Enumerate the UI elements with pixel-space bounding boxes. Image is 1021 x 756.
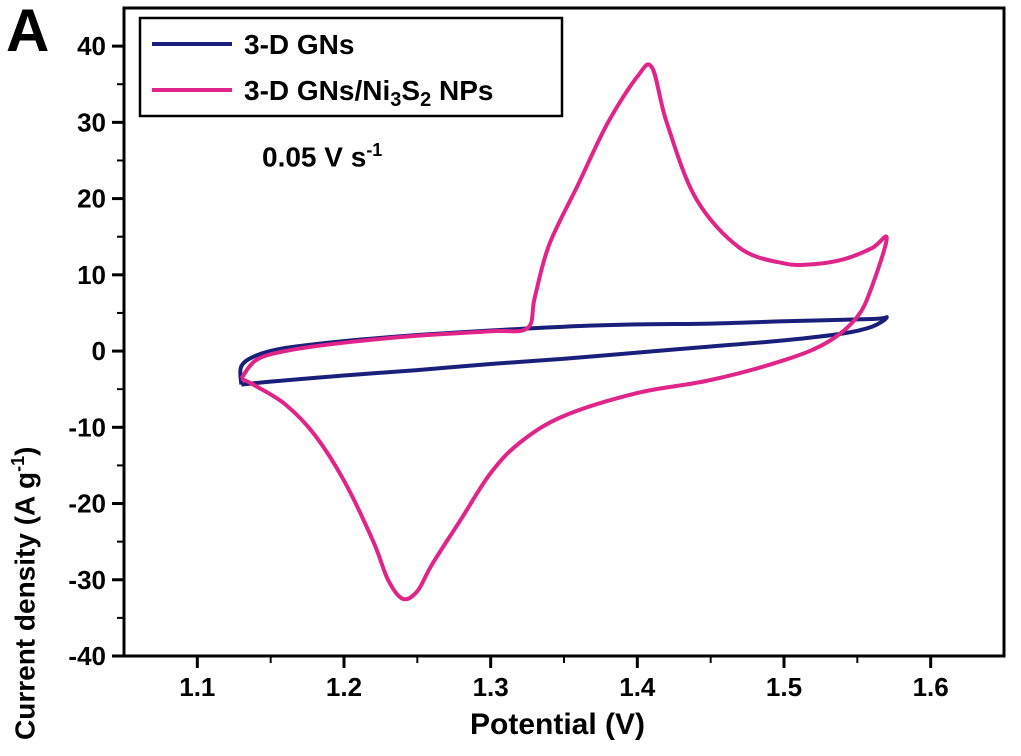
axes-layer: 1.1 1.2 1.3 1.4 1.5 1.6 40 30 20 10 0 -10 -20 -30 -40: [68, 6, 1006, 702]
y-axis-label: Current density (A g-1): [8, 447, 41, 740]
y-tick-label: 40: [77, 31, 106, 61]
x-tick-label: 1.3: [473, 672, 509, 702]
scan-rate-annotation: 0.05 V s-1: [262, 140, 382, 173]
series-3d-gns-ni3s2: [239, 62, 889, 602]
x-tick-label: 1.6: [913, 672, 949, 702]
legend: 3-D GNs 3-D GNs/Ni3S2 NPs: [138, 16, 564, 118]
y-tick-label: 20: [77, 184, 106, 214]
legend-label-ni3s2: 3-D GNs/Ni3S2 NPs: [244, 75, 493, 111]
x-axis-label: Potential (V): [470, 708, 646, 741]
x-tick-label: 1.2: [326, 672, 362, 702]
y-axis-label-sup: -1: [8, 455, 28, 472]
legend-label-3d-gns: 3-D GNs: [244, 29, 354, 60]
y-tick-label: 0: [92, 336, 106, 366]
scan-rate-text: 0.05 V s: [262, 141, 367, 173]
y-tick-label: -10: [68, 412, 106, 442]
y-tick-label: -30: [68, 565, 106, 595]
scan-rate-sup: -1: [366, 140, 383, 160]
x-tick-label: 1.1: [179, 672, 215, 702]
series-3d-gns: [238, 315, 889, 387]
y-tick-label: -20: [68, 489, 106, 519]
legend-box: [138, 16, 564, 118]
y-axis-label-end: ): [9, 446, 41, 456]
series-layer: [238, 62, 889, 602]
x-tick-label: 1.5: [766, 672, 802, 702]
y-tick-label: 10: [77, 260, 106, 290]
y-tick-label: 30: [77, 107, 106, 137]
x-tick-label: 1.4: [619, 672, 656, 702]
y-tick-label: -40: [68, 641, 106, 671]
panel-label: A: [6, 0, 50, 64]
y-axis-label-text: Current density (A g: [9, 471, 41, 740]
